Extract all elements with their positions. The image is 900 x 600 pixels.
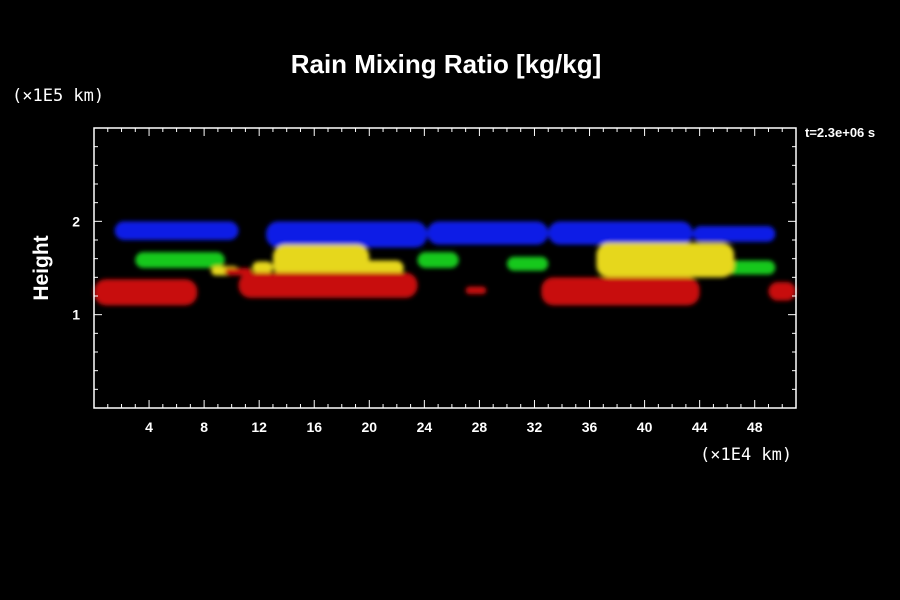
- rain-region-yellow: [252, 261, 273, 274]
- rain-region-blue: [692, 226, 776, 242]
- x-unit-label: (×1E4 km): [700, 445, 792, 465]
- y-axis-label: Height: [30, 235, 53, 300]
- rain-region-green: [135, 252, 225, 268]
- x-tick-label: 40: [637, 419, 653, 435]
- chart-title: Rain Mixing Ratio [kg/kg]: [291, 49, 602, 79]
- x-tick-label: 36: [582, 419, 598, 435]
- rain-region-red: [94, 279, 198, 306]
- rain-region-red: [768, 282, 796, 301]
- rain-region-yellow: [272, 244, 370, 278]
- x-tick-label: 44: [692, 419, 708, 435]
- rain-region-blue: [427, 221, 549, 245]
- rain-region-green: [506, 256, 549, 271]
- x-tick-label: 24: [417, 419, 433, 435]
- x-tick-label: 12: [251, 419, 267, 435]
- rain-region-green: [417, 252, 459, 268]
- rain-region-red: [465, 286, 487, 295]
- x-tick-label: 48: [747, 419, 763, 435]
- rain-region-blue: [266, 221, 428, 248]
- x-tick-label: 4: [145, 419, 153, 435]
- rain-region-yellow: [596, 242, 735, 278]
- x-tick-label: 32: [527, 419, 543, 435]
- plot-frame: [93, 127, 797, 409]
- rain-region-blue: [114, 221, 239, 240]
- y-tick-label: 2: [72, 213, 80, 229]
- x-tick-label: 16: [306, 419, 322, 435]
- time-label: t=2.3e+06 s: [805, 125, 875, 140]
- rain-region-red: [541, 277, 700, 306]
- rain-region-red: [238, 272, 418, 298]
- rain-region-yellow: [362, 260, 404, 276]
- rain-field-layer: [94, 221, 796, 306]
- rain-region-blue: [548, 221, 693, 245]
- rain-region-red: [224, 268, 253, 276]
- y-tick-label: 1: [72, 307, 80, 323]
- x-tick-label: 28: [472, 419, 488, 435]
- x-tick-label: 20: [362, 419, 378, 435]
- y-unit-label: (×1E5 km): [12, 86, 104, 106]
- x-tick-label: 8: [200, 419, 208, 435]
- plot-axes: [93, 127, 797, 409]
